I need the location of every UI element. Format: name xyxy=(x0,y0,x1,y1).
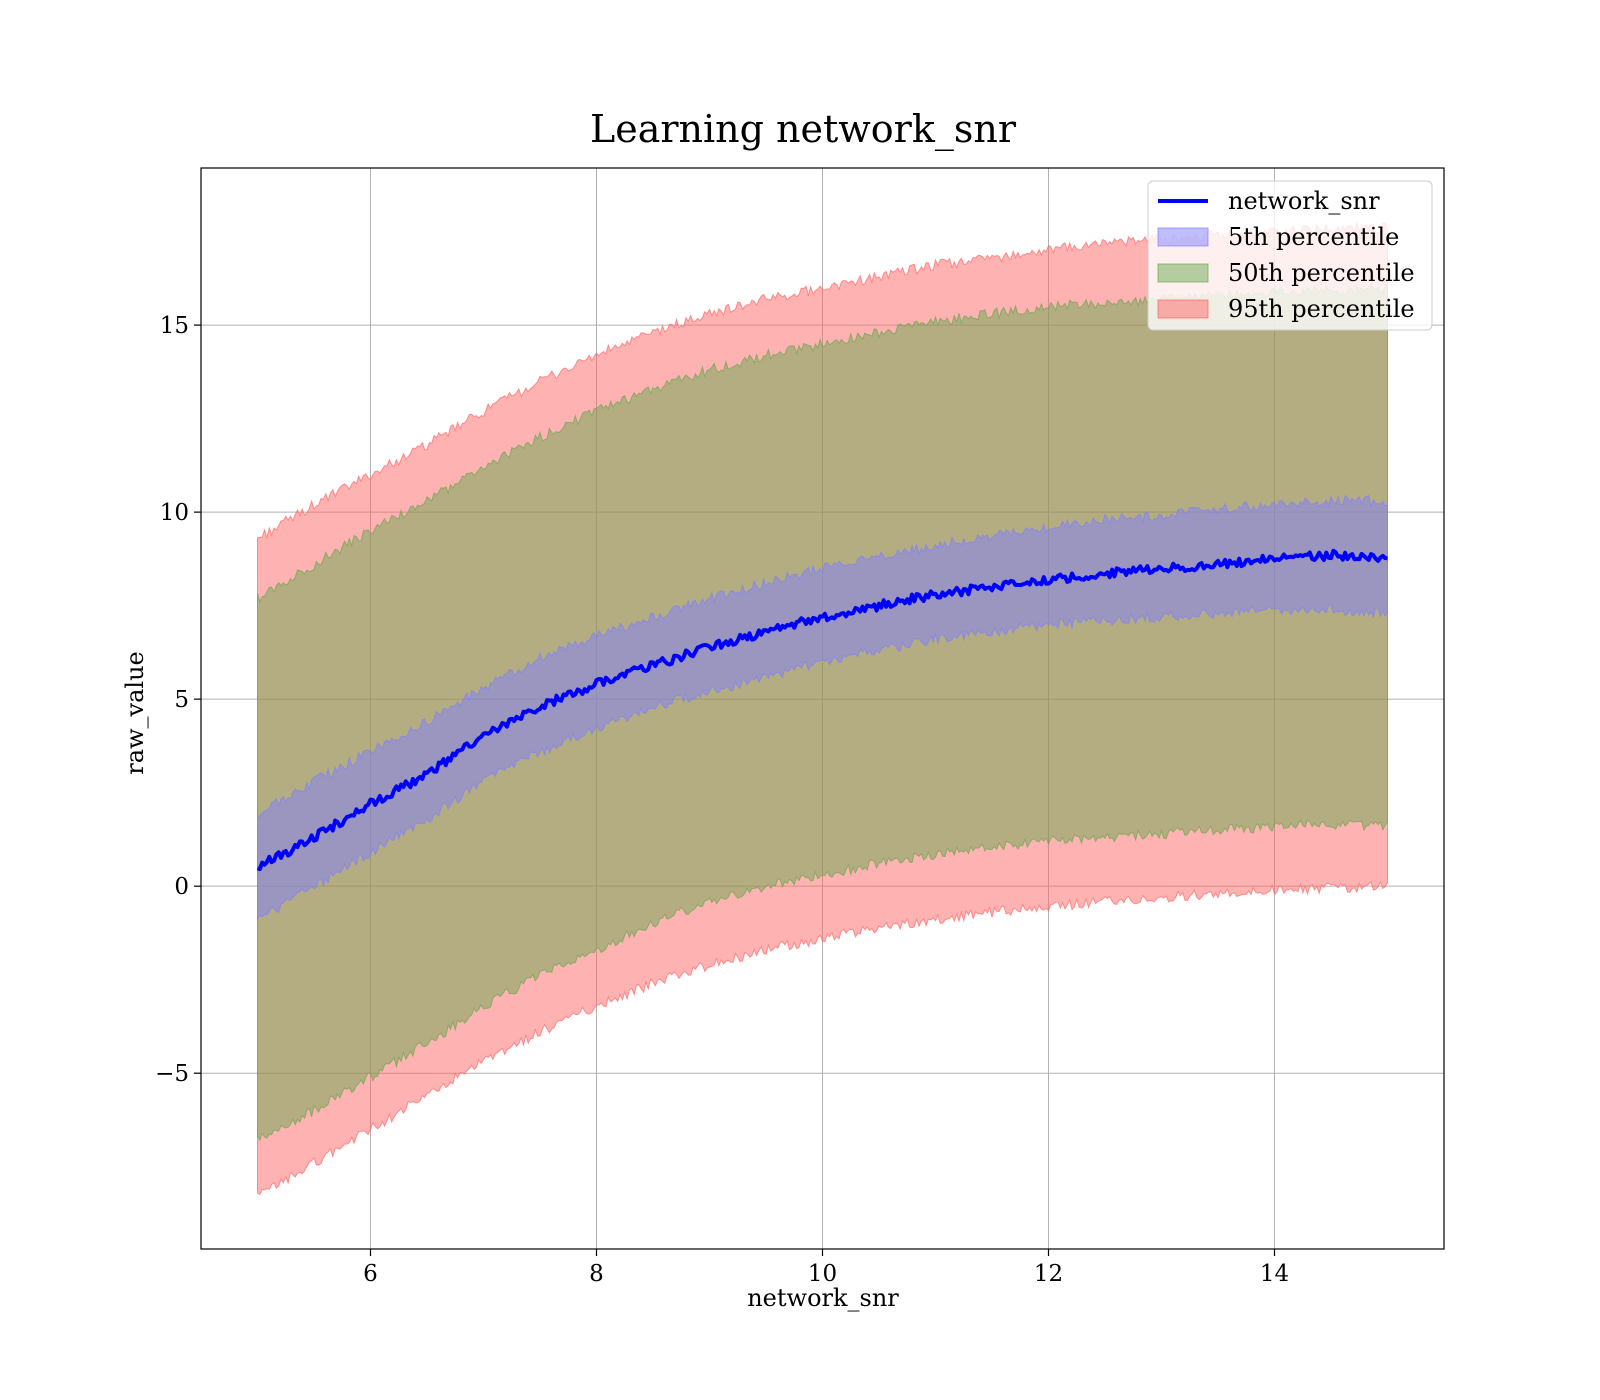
x-axis-label: network_snr xyxy=(747,1284,899,1312)
band-50th-percentile xyxy=(257,282,1388,1142)
legend: network_snr 5th percentile 50th percentile… xyxy=(1147,180,1433,331)
x-tick-label: 14 xyxy=(1260,1261,1289,1287)
y-tick-label: −5 xyxy=(155,1061,189,1087)
x-tick-label: 10 xyxy=(808,1261,837,1287)
x-tick-label: 6 xyxy=(363,1261,378,1287)
y-tick-label: 15 xyxy=(160,313,189,339)
legend-entry: 5th percentile xyxy=(1228,223,1399,251)
y-tick-label: 5 xyxy=(174,687,189,713)
chart-title: Learning network_snr xyxy=(590,107,1017,152)
y-tick-label: 0 xyxy=(174,874,189,900)
legend-entry: 50th percentile xyxy=(1228,259,1415,287)
legend-entry: 95th percentile xyxy=(1228,295,1415,323)
x-tick-label: 8 xyxy=(589,1261,604,1287)
band-5th-percentile xyxy=(257,494,1388,920)
y-tick-label: 10 xyxy=(160,500,189,526)
legend-swatch-band xyxy=(1157,227,1209,247)
legend-swatch-band xyxy=(1157,263,1209,283)
y-axis-label: raw_value xyxy=(121,651,149,775)
legend-entry: network_snr xyxy=(1228,187,1380,215)
legend-swatch-band xyxy=(1157,299,1209,319)
plot-area: 6 8 10 12 14 −5 0 5 10 15 xyxy=(155,167,1445,1287)
legend-box xyxy=(1147,180,1433,331)
series-line-network_snr xyxy=(256,548,1388,872)
x-tick-label: 12 xyxy=(1034,1261,1063,1287)
